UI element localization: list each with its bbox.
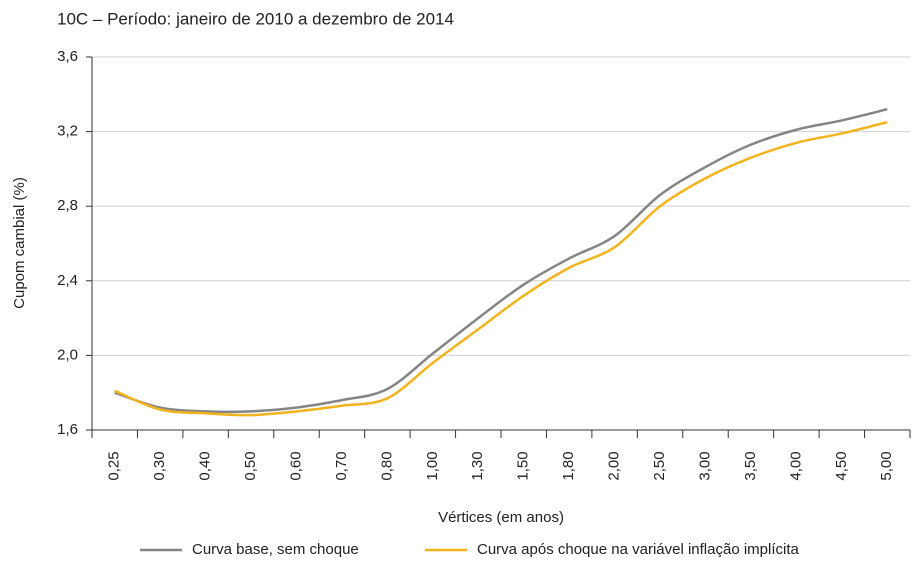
legend-label: Curva após choque na variável inflação i…: [477, 541, 799, 558]
legend-label: Curva base, sem choque: [192, 541, 359, 558]
y-tick-label: 3,6: [57, 48, 78, 65]
y-tick-label: 2,4: [57, 272, 78, 289]
x-tick-label: 1,80: [560, 451, 577, 480]
x-tick-label: 3,00: [696, 451, 713, 480]
line: [114, 108, 888, 414]
x-tick-label: 2,00: [606, 451, 623, 480]
x-tick-label: 0,70: [333, 451, 350, 480]
x-tick-label: 0,30: [151, 451, 168, 480]
y-tick-label: 2,0: [57, 346, 78, 363]
y-tick-label: 1,6: [57, 421, 78, 438]
y-tick-label: 2,8: [57, 197, 78, 214]
x-tick-label: 1,00: [424, 451, 441, 480]
x-tick-label: 3,50: [742, 451, 759, 480]
x-tick-label: 0,25: [106, 451, 123, 480]
x-axis-title: Vértices (em anos): [438, 509, 564, 526]
x-tick-label: 4,50: [833, 451, 850, 480]
x-tick-label: 1,30: [469, 451, 486, 480]
line: [114, 121, 888, 417]
y-tick-label: 3,2: [57, 123, 78, 140]
x-tick-label: 0,50: [242, 451, 259, 480]
y-axis-title: Cupom cambial (%): [11, 177, 28, 309]
x-tick-label: 0,40: [197, 451, 214, 480]
x-tick-label: 5,00: [878, 451, 895, 480]
chart-title: 10C – Período: janeiro de 2010 a dezembr…: [57, 9, 454, 28]
x-tick-label: 1,50: [515, 451, 532, 480]
x-tick-label: 4,00: [787, 451, 804, 480]
x-tick-label: 0,60: [287, 451, 304, 480]
x-tick-label: 2,50: [651, 451, 668, 480]
x-tick-label: 0,80: [378, 451, 395, 480]
